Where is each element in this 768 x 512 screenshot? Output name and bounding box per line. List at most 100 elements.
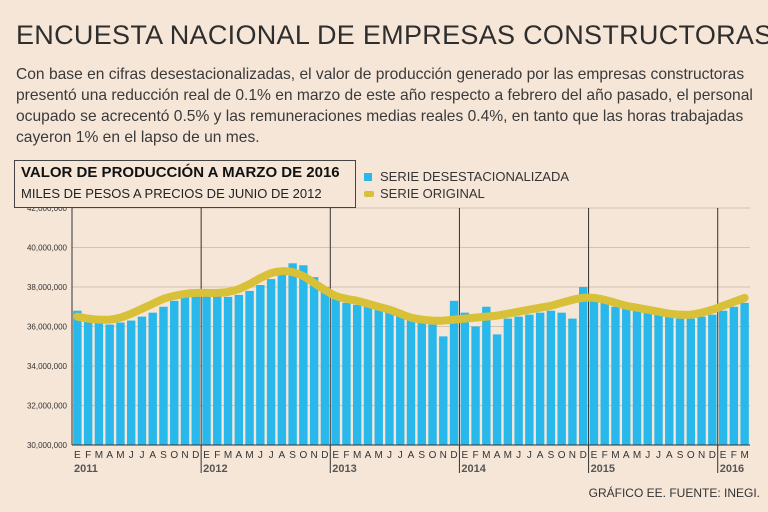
month-tick-label: J — [269, 450, 274, 461]
bar — [578, 287, 588, 445]
month-tick-label: J — [516, 450, 521, 461]
bar — [439, 336, 448, 445]
bar — [170, 300, 179, 445]
bar — [299, 265, 308, 445]
month-tick-label: A — [537, 450, 544, 461]
bar — [471, 326, 480, 445]
bar — [417, 322, 426, 445]
bar — [385, 310, 394, 445]
month-tick-label: S — [548, 450, 555, 461]
bar — [503, 318, 513, 445]
month-tick-label: A — [408, 450, 415, 461]
month-tick-label: E — [332, 450, 339, 461]
bar — [105, 324, 114, 445]
legend: SERIE DESESTACIONALIZADA SERIE ORIGINAL — [364, 168, 569, 202]
bar — [83, 320, 93, 445]
month-tick-label: J — [387, 450, 392, 461]
month-tick-label: D — [450, 450, 457, 461]
serie-original-line — [73, 267, 749, 325]
bar — [137, 316, 147, 445]
bar — [223, 296, 233, 445]
bar — [320, 287, 330, 445]
month-tick-label: M — [116, 450, 124, 461]
month-tick-label: M — [95, 450, 103, 461]
month-tick-label: A — [279, 450, 286, 461]
month-tick-label: F — [473, 450, 479, 461]
month-tick-label: A — [494, 450, 501, 461]
bar — [654, 314, 663, 445]
bar — [718, 310, 728, 445]
bar — [213, 294, 222, 445]
bar — [309, 277, 319, 445]
bar — [525, 314, 534, 445]
month-tick-label: F — [602, 450, 608, 461]
bar — [492, 334, 502, 445]
month-tick-label: O — [299, 450, 307, 461]
month-tick-label: F — [343, 450, 349, 461]
y-tick-label: 30,000,000 — [27, 441, 68, 450]
month-tick-label: M — [224, 450, 232, 461]
bar — [159, 306, 168, 445]
bar — [708, 314, 717, 445]
bar — [622, 308, 631, 445]
bar — [740, 302, 749, 445]
month-tick-label: M — [353, 450, 361, 461]
legend-label-original: SERIE ORIGINAL — [380, 186, 485, 201]
credit-line: GRÁFICO EE. FUENTE: INEGI. — [588, 486, 760, 500]
chart-subtitle: MILES DE PESOS A PRECIOS DE JUNIO DE 201… — [21, 186, 322, 201]
bar — [331, 298, 340, 445]
bar — [363, 306, 373, 445]
bar — [406, 316, 416, 445]
month-tick-label: O — [558, 450, 566, 461]
month-tick-label: M — [633, 450, 641, 461]
month-tick-label: E — [591, 450, 598, 461]
y-tick-label: 32,000,000 — [27, 402, 68, 411]
month-tick-label: F — [731, 450, 737, 461]
month-tick-label: J — [645, 450, 650, 461]
bar — [697, 316, 706, 445]
bar — [675, 318, 685, 445]
month-tick-label: O — [687, 450, 695, 461]
bar — [568, 318, 577, 445]
legend-swatch-bar — [364, 172, 372, 181]
legend-item-original: SERIE ORIGINAL — [364, 185, 569, 202]
bar — [288, 263, 297, 445]
month-tick-label: S — [677, 450, 684, 461]
month-tick-label: A — [106, 450, 113, 461]
month-tick-label: F — [85, 450, 91, 461]
bar — [277, 273, 287, 445]
year-label: 2011 — [74, 463, 98, 475]
legend-item-seasonal: SERIE DESESTACIONALIZADA — [364, 168, 569, 185]
month-tick-label: M — [375, 450, 383, 461]
bar — [589, 300, 599, 445]
month-tick-label: A — [623, 450, 630, 461]
infographic-title: ENCUESTA NACIONAL DE EMPRESAS CONSTRUCTO… — [16, 20, 768, 50]
month-tick-label: A — [365, 450, 372, 461]
y-tick-label: 40,000,000 — [27, 244, 68, 253]
bar — [535, 312, 545, 445]
bar — [191, 290, 200, 445]
month-tick-label: N — [569, 450, 576, 461]
month-tick-label: A — [666, 450, 673, 461]
bar — [396, 314, 405, 445]
month-tick-label: N — [440, 450, 447, 461]
month-tick-label: J — [527, 450, 532, 461]
y-tick-label: 42,000,000 — [27, 204, 68, 213]
bar — [557, 312, 566, 445]
month-tick-label: E — [720, 450, 727, 461]
chart-title-box: VALOR DE PRODUCCIÓN A MARZO DE 2016 MILE… — [14, 160, 356, 208]
month-tick-label: E — [74, 450, 81, 461]
bar — [342, 302, 351, 445]
bar — [632, 310, 642, 445]
month-tick-label: E — [203, 450, 210, 461]
bar — [266, 279, 276, 445]
bar — [611, 306, 620, 445]
month-tick-label: M — [740, 450, 748, 461]
month-tick-label: F — [214, 450, 220, 461]
bar — [180, 294, 190, 445]
month-tick-label: S — [289, 450, 296, 461]
year-label: 2013 — [332, 463, 356, 475]
y-tick-label: 36,000,000 — [27, 323, 68, 332]
lead-paragraph: Con base en cifras desestacionalizadas, … — [16, 66, 753, 146]
